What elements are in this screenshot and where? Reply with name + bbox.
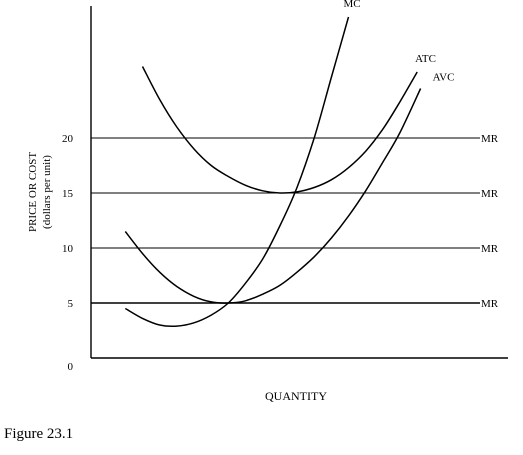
y-axis-label: PRICE OR COST (dollars per unit) xyxy=(27,152,53,232)
y-axis-label-line-2: (dollars per unit) xyxy=(41,155,53,229)
cost-curves-chart: 0 5 10 15 20 MR MR MR MR MC ATC AVC QUANTITY PRICE… xyxy=(27,0,508,403)
mr-label-5: MR xyxy=(481,298,499,310)
figure-caption: Figure 23.1 xyxy=(4,426,74,442)
mr-label-15: MR xyxy=(481,188,499,200)
mr-label-20: MR xyxy=(481,133,499,145)
atc-curve xyxy=(141,66,418,194)
mc-curve xyxy=(124,16,350,328)
y-tick-label-20: 20 xyxy=(62,133,74,145)
y-tick-label-15: 15 xyxy=(62,188,74,200)
atc-label: ATC xyxy=(415,53,436,65)
x-axis-label: QUANTITY xyxy=(265,389,327,403)
axes xyxy=(90,6,508,359)
mr-label-10: MR xyxy=(481,243,499,255)
cost-curves xyxy=(124,16,422,328)
series-labels: MR MR MR MR MC ATC AVC xyxy=(344,0,499,310)
y-tick-label-0: 0 xyxy=(68,361,74,373)
y-tick-label-5: 5 xyxy=(68,298,74,310)
y-tick-labels: 0 5 10 15 20 xyxy=(62,133,74,373)
y-axis-label-line-1: PRICE OR COST xyxy=(27,152,39,232)
mc-label: MC xyxy=(344,0,361,10)
marginal-revenue-lines xyxy=(91,137,480,304)
y-tick-label-10: 10 xyxy=(62,243,74,255)
avc-label: AVC xyxy=(433,72,455,84)
avc-curve xyxy=(124,88,422,304)
